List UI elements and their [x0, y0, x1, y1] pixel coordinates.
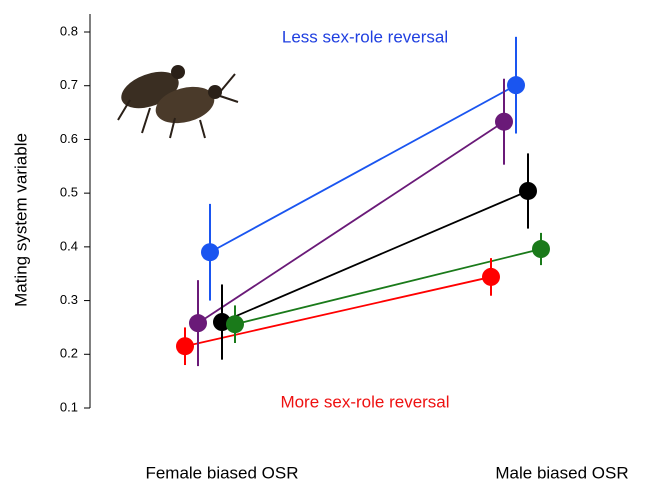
x-category-label: Female biased OSR — [145, 463, 298, 482]
series-line — [198, 122, 504, 323]
y-tick-label: 0.4 — [60, 238, 78, 253]
series-line — [235, 249, 541, 324]
point — [519, 182, 537, 200]
y-tick-label: 0.3 — [60, 292, 78, 307]
point — [189, 314, 207, 332]
point — [201, 243, 219, 261]
point — [226, 315, 244, 333]
y-tick-label: 0.1 — [60, 399, 78, 414]
y-tick-label: 0.2 — [60, 346, 78, 361]
y-tick-label: 0.5 — [60, 185, 78, 200]
point — [482, 268, 500, 286]
point — [176, 337, 194, 355]
point — [495, 113, 513, 131]
chart: Mating system variable 0.1 0.2 0.3 0.4 0.5 0.… — [0, 0, 646, 487]
series-line — [185, 277, 491, 346]
x-category-label: Male biased OSR — [495, 463, 628, 482]
y-axis-label: Mating system variable — [11, 133, 30, 307]
beetle-photo — [116, 65, 238, 138]
y-tick-label: 0.8 — [60, 23, 78, 38]
point — [532, 240, 550, 258]
y-tick-label: 0.6 — [60, 131, 78, 146]
point — [507, 76, 525, 94]
annotation: Less sex-role reversal — [282, 27, 448, 46]
y-tick-label: 0.7 — [60, 77, 78, 92]
series-line — [210, 85, 516, 252]
annotation: More sex-role reversal — [280, 392, 449, 411]
